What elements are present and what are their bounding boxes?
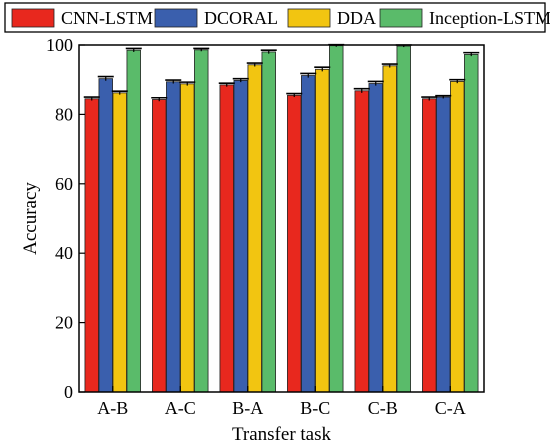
- y-tick-label: 80: [55, 104, 73, 124]
- y-axis-label: Accuracy: [20, 182, 41, 255]
- legend-label: CNN-LSTM: [61, 8, 153, 28]
- chart-legend: CNN-LSTM DCORAL DDA Inception-LSTM: [4, 2, 550, 33]
- bar-inception-lstm-a-b: [126, 49, 141, 393]
- bar-dcoral-a-c: [166, 81, 181, 393]
- legend-label: Inception-LSTM: [429, 8, 550, 28]
- bar-dcoral-c-a: [436, 96, 451, 393]
- bar-cnn-lstm-b-a: [219, 84, 234, 393]
- bar-dda-a-c: [180, 83, 195, 393]
- bar-cnn-lstm-a-b: [84, 98, 99, 393]
- bar-dda-a-b: [112, 92, 127, 393]
- y-axis: 0 20 40 60 80 100: [46, 35, 85, 402]
- bar-dda-b-c: [315, 68, 330, 393]
- bar-dda-c-a: [450, 81, 465, 393]
- bar-cnn-lstm-a-c: [152, 99, 167, 393]
- x-tick-label: B-C: [300, 398, 330, 418]
- x-tick-label: A-C: [165, 398, 196, 418]
- y-tick-label: 60: [55, 174, 73, 194]
- bar-dcoral-b-c: [301, 75, 316, 393]
- x-tick-label: C-A: [435, 398, 466, 418]
- bar-dcoral-a-b: [98, 78, 113, 393]
- error-bar-group: [83, 43, 480, 102]
- legend-swatch: [379, 8, 423, 28]
- legend-box: [4, 2, 546, 33]
- y-tick-label: 20: [55, 313, 73, 333]
- legend-label: DDA: [337, 8, 376, 28]
- bar-inception-lstm-b-c: [329, 45, 344, 393]
- bar-series-group: [84, 45, 479, 393]
- y-tick-label: 100: [46, 35, 73, 55]
- bar-inception-lstm-c-b: [396, 45, 411, 393]
- bar-dcoral-c-b: [368, 83, 383, 393]
- y-tick-label: 40: [55, 243, 73, 263]
- x-axis-label: Transfer task: [232, 424, 332, 445]
- legend-swatch: [154, 8, 198, 28]
- x-axis: A-B A-C B-A B-C C-B C-A: [97, 386, 466, 418]
- bar-inception-lstm-b-a: [261, 51, 276, 393]
- legend-swatch: [287, 8, 331, 28]
- x-tick-label: C-B: [368, 398, 398, 418]
- legend-swatch: [11, 8, 55, 28]
- plot-area-frame: [78, 44, 485, 393]
- y-tick-label: 0: [64, 382, 73, 402]
- bar-dcoral-b-a: [233, 79, 248, 393]
- bar-dda-b-a: [247, 64, 262, 393]
- bar-cnn-lstm-b-c: [287, 94, 302, 393]
- legend-label: DCORAL: [204, 8, 278, 28]
- bar-inception-lstm-c-a: [464, 53, 479, 393]
- bar-cnn-lstm-c-b: [354, 90, 369, 393]
- x-tick-label: A-B: [97, 398, 128, 418]
- x-tick-label: B-A: [232, 398, 263, 418]
- bar-inception-lstm-a-c: [194, 49, 209, 393]
- bar-dda-c-b: [382, 65, 397, 393]
- bar-cnn-lstm-c-a: [422, 98, 437, 393]
